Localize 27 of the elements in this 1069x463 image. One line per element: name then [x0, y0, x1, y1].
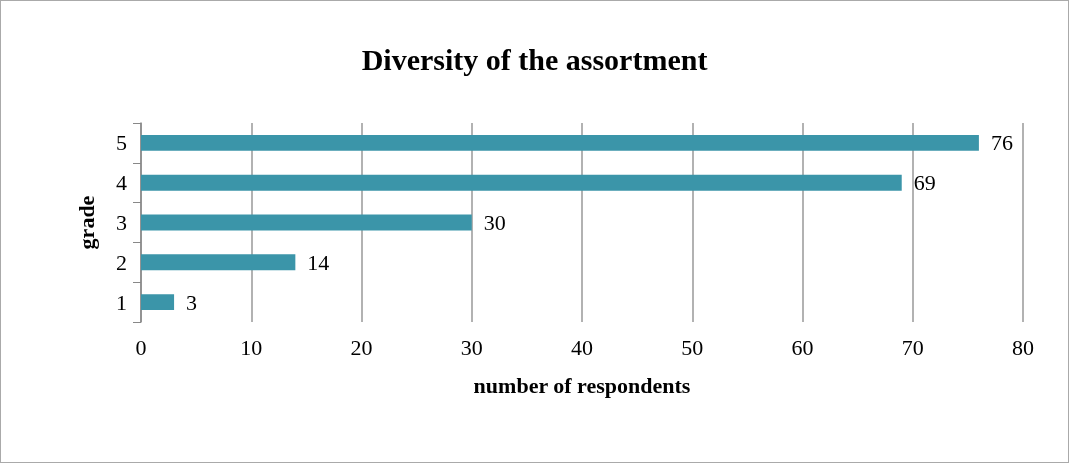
y-tick-label: 1 [116, 289, 127, 315]
bar [141, 214, 472, 231]
x-tick-label: 50 [681, 334, 704, 360]
x-tick-label: 80 [1012, 334, 1034, 360]
bar [141, 174, 902, 191]
y-axis-title: grade [73, 195, 99, 250]
x-tick-label: 60 [791, 334, 814, 360]
data-label: 76 [990, 130, 1013, 156]
x-tick-label: 70 [901, 334, 924, 360]
y-tick-label: 3 [116, 210, 127, 235]
y-tick-label: 2 [116, 249, 127, 275]
chart-title: Diversity of the assortment [361, 42, 708, 76]
x-axis-title: number of respondents [473, 372, 691, 398]
data-label: 14 [307, 249, 330, 275]
y-tick-label: 4 [116, 170, 127, 196]
bar [141, 134, 979, 151]
bar [141, 294, 175, 311]
x-tick-label: 30 [460, 334, 483, 360]
y-tick-label: 5 [116, 130, 127, 156]
data-label: 69 [913, 170, 936, 196]
x-tick-label: 20 [350, 334, 373, 360]
x-tick-label: 0 [135, 334, 147, 360]
data-label: 3 [186, 289, 198, 315]
bar [141, 254, 296, 271]
data-label: 30 [483, 210, 506, 235]
x-tick-label: 40 [571, 334, 593, 360]
x-tick-label: 10 [240, 334, 263, 360]
